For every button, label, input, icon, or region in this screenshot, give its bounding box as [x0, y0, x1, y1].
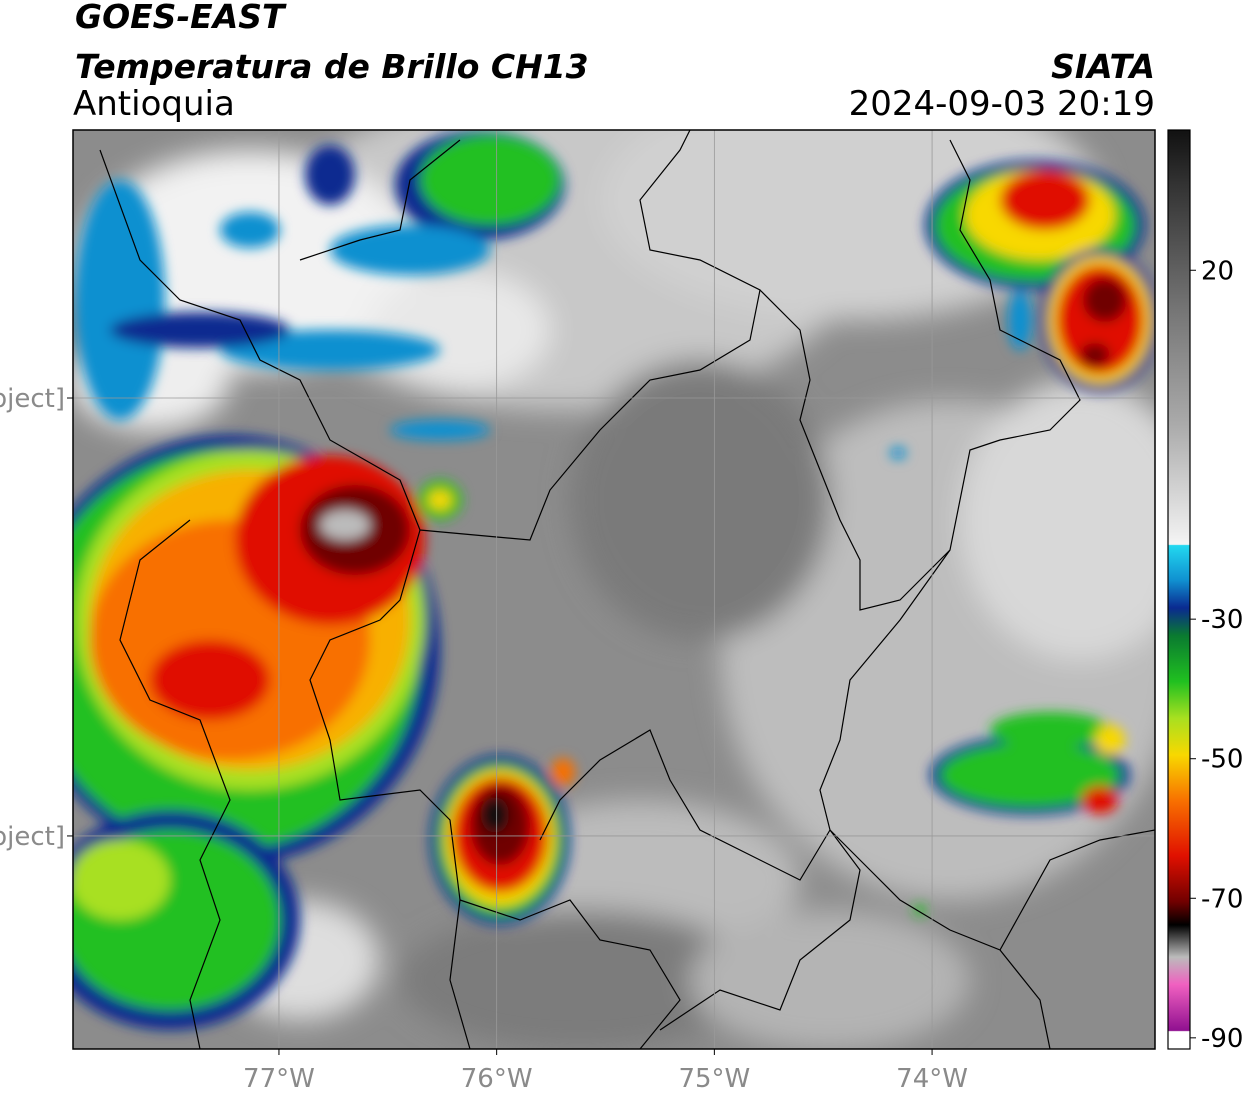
cloud-shape: [400, 910, 760, 1049]
map-frame: [72, 129, 1156, 1050]
borders: [99, 130, 1155, 1049]
y-tick-label: [object Object]: [0, 384, 65, 414]
cloud-shape: [1083, 278, 1127, 322]
graticule: [73, 130, 1155, 1049]
cloud-shape: [481, 797, 509, 833]
cloud-shape: [960, 380, 1155, 660]
cloud-shape: [370, 270, 550, 390]
satellite-image: [73, 130, 1155, 1049]
border-line: [659, 829, 861, 1031]
cloud-shape: [890, 447, 906, 459]
x-tick-label: 76°W: [461, 1064, 533, 1094]
subtitle: Temperatura de Brillo CH13: [75, 47, 589, 86]
title: GOES-EAST: [75, 0, 287, 36]
cloud-shape: [390, 420, 490, 440]
cloud-shape: [330, 225, 490, 275]
cloud-shape: [428, 490, 452, 510]
datetime: 2024-09-03 20:19: [849, 84, 1155, 124]
colorbar-tick-label: 20: [1201, 256, 1234, 286]
colorbar-tick-label: -50: [1201, 745, 1243, 775]
x-tick-label: 77°W: [243, 1064, 315, 1094]
cloud-shape: [940, 743, 1120, 807]
cloud-shape: [1082, 786, 1118, 814]
cloud-shape: [305, 145, 355, 205]
cloud-shape: [990, 712, 1110, 748]
border-line: [459, 899, 681, 1049]
colorbar-tick-label: -90: [1201, 1024, 1243, 1054]
cloud-shape: [75, 180, 165, 420]
border-line: [539, 729, 831, 881]
x-tick-label: 75°W: [678, 1064, 750, 1094]
source: SIATA: [1051, 47, 1155, 86]
cloud-shape: [110, 312, 290, 348]
border-line: [999, 829, 1155, 951]
border-line: [119, 519, 231, 1049]
colorbar-tick-label: -30: [1201, 605, 1243, 635]
border-line: [819, 549, 1051, 1049]
cloud-shape: [914, 904, 926, 916]
cloud-shape: [150, 640, 270, 720]
colorbar: [1167, 129, 1191, 1050]
cloud-shape: [73, 840, 170, 920]
cloud-shape: [220, 212, 280, 248]
cloud-shape: [320, 510, 370, 540]
cloud-shape: [1008, 290, 1032, 350]
storm-cells: [73, 130, 1155, 1030]
cloud-shape: [220, 330, 440, 370]
cloud-shape: [551, 758, 575, 786]
y-tick-label: [object Object]: [0, 822, 65, 852]
border-line: [309, 529, 471, 1049]
border-line: [299, 139, 461, 261]
cloud-shape: [1080, 343, 1110, 367]
cloud-shape: [1095, 725, 1125, 755]
cloud-shape: [1000, 170, 1090, 230]
cloud-shape: [570, 360, 830, 640]
border-line: [99, 130, 761, 541]
x-tick-label: 74°W: [896, 1064, 968, 1094]
colorbar-tick-label: -70: [1201, 884, 1243, 914]
border-line: [759, 139, 1081, 611]
region: Antioquia: [73, 84, 235, 124]
cloud-shape: [690, 910, 970, 1049]
cloud-shape: [420, 135, 560, 225]
